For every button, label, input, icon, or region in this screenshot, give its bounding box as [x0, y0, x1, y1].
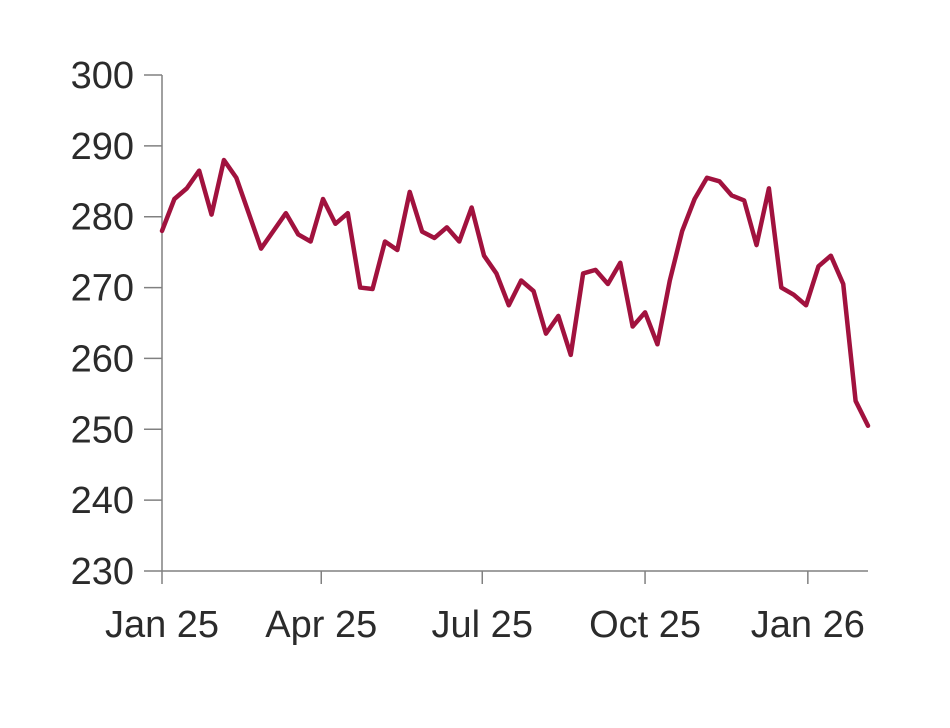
y-tick-label: 270 [71, 268, 134, 310]
y-tick-label: 280 [71, 197, 134, 239]
x-tick-label: Jul 25 [432, 604, 533, 646]
y-tick-label: 250 [71, 409, 134, 451]
y-tick-label: 240 [71, 480, 134, 522]
y-tick-label: 290 [71, 126, 134, 168]
data-line [159, 157, 871, 428]
x-tick-label: Oct 25 [589, 604, 701, 646]
x-tick-label: Apr 25 [265, 604, 377, 646]
y-tick-label: 300 [71, 55, 134, 97]
x-tick-label: Jan 26 [751, 604, 865, 646]
y-tick-label: 230 [71, 551, 134, 593]
y-tick-label: 260 [71, 338, 134, 380]
x-tick-label: Jan 25 [105, 604, 219, 646]
